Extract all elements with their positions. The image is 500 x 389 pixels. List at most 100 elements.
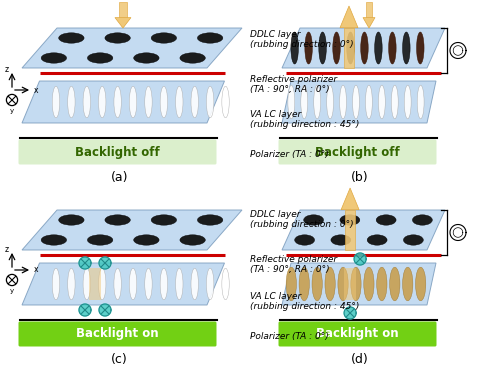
Ellipse shape — [176, 86, 183, 118]
Ellipse shape — [392, 85, 398, 119]
Ellipse shape — [105, 33, 130, 43]
FancyBboxPatch shape — [18, 321, 216, 347]
Ellipse shape — [301, 85, 308, 119]
Ellipse shape — [151, 215, 176, 225]
Ellipse shape — [319, 32, 326, 64]
FancyBboxPatch shape — [278, 140, 436, 165]
Text: Reflective polarizer
(TA : 90°, RA : 0°): Reflective polarizer (TA : 90°, RA : 0°) — [250, 255, 337, 274]
Ellipse shape — [68, 86, 75, 118]
Ellipse shape — [417, 85, 424, 119]
Ellipse shape — [160, 268, 168, 300]
Ellipse shape — [388, 32, 396, 64]
Ellipse shape — [88, 53, 113, 63]
Ellipse shape — [412, 215, 432, 225]
Ellipse shape — [305, 32, 312, 64]
Text: y: y — [10, 108, 14, 114]
Text: (d): (d) — [350, 353, 368, 366]
Text: z: z — [5, 65, 9, 74]
Text: x: x — [34, 266, 38, 275]
Ellipse shape — [198, 215, 223, 225]
Ellipse shape — [286, 267, 296, 301]
Bar — [344, 28, 354, 68]
Text: Backlight on: Backlight on — [316, 328, 399, 340]
Text: Polarizer (TA : 0°): Polarizer (TA : 0°) — [250, 150, 329, 159]
Ellipse shape — [134, 53, 159, 63]
Ellipse shape — [114, 86, 122, 118]
Ellipse shape — [176, 268, 183, 300]
Text: y: y — [10, 287, 14, 294]
Bar — [345, 210, 355, 250]
Ellipse shape — [340, 215, 360, 225]
Text: (b): (b) — [350, 171, 368, 184]
Polygon shape — [22, 81, 224, 123]
Text: Reflective polarizer
(TA : 90°, RA : 0°): Reflective polarizer (TA : 90°, RA : 0°) — [250, 75, 337, 95]
Ellipse shape — [191, 268, 198, 300]
Ellipse shape — [288, 85, 294, 119]
Ellipse shape — [402, 32, 410, 64]
Ellipse shape — [360, 32, 368, 64]
Text: Backlight off: Backlight off — [75, 145, 160, 158]
Ellipse shape — [326, 85, 334, 119]
Ellipse shape — [83, 268, 90, 300]
Ellipse shape — [151, 33, 176, 43]
Ellipse shape — [378, 85, 386, 119]
Polygon shape — [282, 28, 445, 68]
Polygon shape — [115, 18, 131, 28]
Ellipse shape — [364, 267, 374, 301]
Ellipse shape — [134, 235, 159, 245]
Text: DDLC layer
(rubbing direction : 0°): DDLC layer (rubbing direction : 0°) — [250, 30, 354, 49]
Polygon shape — [282, 263, 436, 305]
Ellipse shape — [331, 235, 351, 245]
Text: x: x — [34, 86, 38, 95]
Ellipse shape — [352, 85, 360, 119]
Polygon shape — [79, 257, 91, 269]
Polygon shape — [99, 304, 111, 316]
Ellipse shape — [52, 268, 60, 300]
Ellipse shape — [222, 268, 229, 300]
Ellipse shape — [222, 86, 229, 118]
Ellipse shape — [206, 268, 214, 300]
Ellipse shape — [160, 86, 168, 118]
Ellipse shape — [294, 235, 314, 245]
Bar — [89, 268, 101, 300]
Ellipse shape — [312, 267, 322, 301]
Ellipse shape — [41, 53, 66, 63]
Ellipse shape — [333, 32, 340, 64]
Ellipse shape — [88, 235, 113, 245]
Ellipse shape — [299, 267, 310, 301]
Ellipse shape — [304, 215, 324, 225]
Text: DDLC layer
(rubbing direction : 0°): DDLC layer (rubbing direction : 0°) — [250, 210, 354, 230]
Polygon shape — [363, 18, 375, 28]
FancyBboxPatch shape — [18, 140, 216, 165]
Ellipse shape — [346, 32, 354, 64]
Ellipse shape — [145, 268, 152, 300]
Text: Backlight on: Backlight on — [76, 328, 159, 340]
Ellipse shape — [351, 267, 361, 301]
Ellipse shape — [416, 267, 426, 301]
Polygon shape — [282, 81, 436, 123]
Polygon shape — [99, 257, 111, 269]
Ellipse shape — [374, 32, 382, 64]
Ellipse shape — [191, 86, 198, 118]
Ellipse shape — [180, 53, 206, 63]
Polygon shape — [354, 253, 366, 265]
Bar — [344, 268, 356, 300]
Ellipse shape — [58, 33, 84, 43]
Ellipse shape — [404, 85, 411, 119]
Text: z: z — [5, 245, 9, 254]
Polygon shape — [22, 28, 242, 68]
Text: (c): (c) — [111, 353, 128, 366]
Ellipse shape — [98, 86, 106, 118]
Ellipse shape — [98, 268, 106, 300]
Ellipse shape — [402, 267, 413, 301]
Text: VA LC layer
(rubbing direction : 45°): VA LC layer (rubbing direction : 45°) — [250, 292, 360, 312]
Ellipse shape — [130, 86, 136, 118]
Ellipse shape — [390, 267, 400, 301]
Ellipse shape — [376, 215, 396, 225]
Text: Backlight off: Backlight off — [315, 145, 400, 158]
Ellipse shape — [314, 85, 320, 119]
Polygon shape — [22, 263, 224, 305]
Ellipse shape — [404, 235, 423, 245]
Ellipse shape — [58, 215, 84, 225]
Bar — [366, 2, 372, 18]
